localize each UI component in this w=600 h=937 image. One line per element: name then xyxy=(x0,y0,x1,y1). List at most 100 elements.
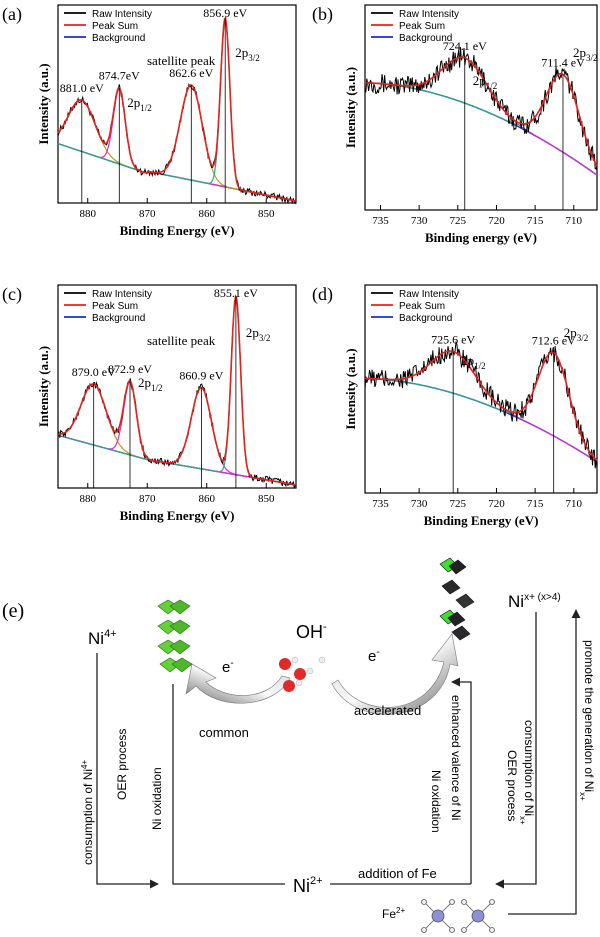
fe-molecules xyxy=(421,899,495,933)
chart-a: 880 870 860 850 Binding Energy (eV) Intensity… xyxy=(36,4,297,238)
nix-label: Nix+ (x>4) xyxy=(508,592,561,611)
cycle-lines xyxy=(96,609,581,915)
annotation-main: satellite peak xyxy=(147,53,216,68)
x-tick-label: 870 xyxy=(139,493,156,505)
annotation-subscript: 1/2 xyxy=(474,361,486,371)
annotation-main: 2p xyxy=(573,45,586,60)
x-axis-label: Binding Energy (eV) xyxy=(120,508,235,523)
legend-entry: Background xyxy=(92,313,145,324)
panel-label-c: (c) xyxy=(2,284,22,305)
scheme-e: (e) Ni4+ Nix+ (x>4) Ni2+ Fe2+ OH- additi… xyxy=(2,557,596,933)
common-arrow: e- common xyxy=(185,658,291,740)
right-inner-label-1: Ni oxidation xyxy=(429,770,443,833)
peak-energy-label: 724.1 eV xyxy=(443,39,487,53)
series-fit-component xyxy=(57,99,297,202)
common-label: common xyxy=(199,725,249,740)
x-tick-label: 860 xyxy=(199,493,216,505)
peak-annotation: 2p1/2 xyxy=(473,73,498,91)
series-fit-component xyxy=(57,84,297,202)
annotation-subscript: 3/2 xyxy=(586,53,598,63)
x-tick-label: 735 xyxy=(372,215,389,227)
x-tick-label: 715 xyxy=(527,215,544,227)
peak-energy-label: 711.4 eV xyxy=(541,55,585,69)
x-tick-label: 715 xyxy=(527,498,544,510)
oh-molecules xyxy=(279,656,326,692)
right-outer-arrow xyxy=(495,612,537,889)
electron-left-label: e- xyxy=(222,658,234,676)
oh-label: OH- xyxy=(296,621,327,642)
chart-b: 735 730 725 720 715 710 Binding energy (eV) Int… xyxy=(343,4,598,245)
legend-entry: Raw Intensity xyxy=(399,9,459,20)
inner-right-up-arrow xyxy=(451,677,472,884)
x-tick-label: 850 xyxy=(258,493,275,505)
far-right-label: promote the generation of Nix+ xyxy=(578,640,596,801)
x-tick-label: 730 xyxy=(411,498,428,510)
x-tick-label: 710 xyxy=(566,215,583,227)
annotation-subscript: 3/2 xyxy=(577,333,589,343)
ni2-label: Ni2+ xyxy=(293,875,323,896)
legend-entry: Raw Intensity xyxy=(92,289,152,300)
x-axis-label: Binding energy (eV) xyxy=(425,230,537,245)
addition-fe-label: addition of Fe xyxy=(358,866,437,881)
chart-d: 735 730 725 720 715 710 Binding Energy (eV) Int… xyxy=(343,284,598,528)
left-outer-arrow xyxy=(96,653,159,889)
green-octahedra-left xyxy=(157,599,193,673)
peak-energy-label: 725.6 eV xyxy=(431,333,475,347)
right-outer-label-2: OER process xyxy=(505,750,519,821)
annotation-subscript: 3/2 xyxy=(248,53,260,63)
series-peak-sum xyxy=(57,16,297,202)
annotation-main: 2p xyxy=(235,45,248,60)
peak-energy-label: 881.0 eV xyxy=(60,81,104,95)
annotation-main: 2p xyxy=(473,73,486,88)
peak-energy-label: 874.7eV xyxy=(99,69,140,83)
y-axis-label: Intensity (a.u.) xyxy=(36,346,51,427)
peak-energy-label: 856.9 eV xyxy=(203,6,247,20)
x-tick-label: 860 xyxy=(199,208,216,220)
plot-frame xyxy=(57,284,297,489)
x-tick-label: 880 xyxy=(80,493,97,505)
series-background xyxy=(365,377,598,463)
plot-frame xyxy=(57,4,297,204)
inner-u-line xyxy=(172,684,285,885)
peak-annotation: 2p3/2 xyxy=(246,325,271,343)
series-peak-sum xyxy=(365,56,598,167)
annotation-main: 2p xyxy=(138,375,151,390)
peak-annotation: 2p1/2 xyxy=(127,95,152,113)
x-tick-label: 720 xyxy=(488,215,505,227)
x-tick-label: 850 xyxy=(258,208,275,220)
left-outer-label-2: OER process xyxy=(115,729,129,800)
right-outer-label-1: consumption of Nix+ xyxy=(518,720,536,825)
y-axis-label: Intensity (a.u.) xyxy=(343,348,358,429)
fe2-label: Fe2+ xyxy=(382,906,405,921)
annotation-subscript: 1/2 xyxy=(151,383,163,393)
plot-frame xyxy=(364,4,598,211)
x-tick-label: 880 xyxy=(80,208,97,220)
peak-energy-label: 879.0 eV xyxy=(72,365,116,379)
peak-annotation: satellite peak xyxy=(147,53,216,68)
annotation-main: 2p xyxy=(127,95,140,110)
series-peak-sum xyxy=(365,350,598,461)
x-tick-label: 735 xyxy=(372,498,389,510)
x-axis-label: Binding Energy (eV) xyxy=(424,513,539,528)
peak-annotation: 2p3/2 xyxy=(573,45,598,63)
y-axis-label: Intensity (a.u.) xyxy=(343,67,358,148)
dark-octahedra-right xyxy=(439,557,475,641)
annotation-subscript: 1/2 xyxy=(140,103,152,113)
y-axis-label: Intensity (a.u.) xyxy=(36,63,51,144)
accelerated-arrow: e- accelerated xyxy=(331,633,459,718)
electron-right-label: e- xyxy=(368,647,380,665)
panel-label-a: (a) xyxy=(2,4,22,25)
annotation-main: satellite peak xyxy=(147,333,216,348)
x-tick-label: 730 xyxy=(411,215,428,227)
legend-entry: Peak Sum xyxy=(92,301,138,312)
x-tick-label: 720 xyxy=(488,498,505,510)
x-tick-label: 710 xyxy=(566,498,583,510)
chart-c: 880 870 860 850 Binding Energy (eV) Intensity… xyxy=(36,284,297,523)
series-fit-component xyxy=(57,88,297,202)
series-fit-component xyxy=(57,17,297,202)
annotation-main: 2p xyxy=(246,325,259,340)
peak-annotation: 2p1/2 xyxy=(461,353,486,371)
peak-energy-label: 855.1 eV xyxy=(214,286,258,300)
plot-frame xyxy=(364,284,598,494)
